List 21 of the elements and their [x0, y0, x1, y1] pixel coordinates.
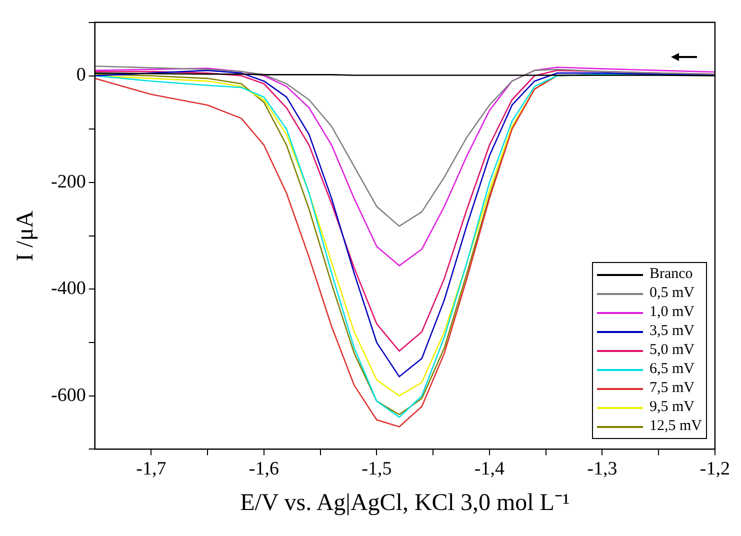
legend-label: 6,5 mV: [649, 361, 694, 378]
y-axis-title: I /μA: [12, 210, 40, 262]
x-axis-title: E/V vs. Ag|AgCl, KCl 3,0 mol L⁻¹: [239, 489, 571, 517]
legend-label: 0,5 mV: [649, 285, 694, 302]
x-tick-label: -1,7: [136, 458, 166, 480]
legend-label: 5,0 mV: [649, 342, 694, 360]
y-tick-label: -400: [51, 278, 86, 300]
x-tick-label: -1,6: [248, 458, 279, 480]
x-tick-label: -1,2: [700, 458, 730, 480]
legend-label: 9,5 mV: [649, 399, 694, 416]
y-tick-label: -200: [51, 171, 86, 192]
x-tick-label: -1,3: [587, 458, 618, 480]
x-tick-label: -1,5: [362, 458, 392, 480]
legend-label: 12,5 mV: [649, 418, 702, 436]
x-tick-label: -1,4: [474, 458, 505, 480]
legend-label: 1,0 mV: [649, 304, 694, 322]
legend-label: 7,5 mV: [649, 380, 694, 398]
legend-label: 3,5 mV: [649, 323, 694, 340]
y-tick-label: -600: [51, 384, 86, 406]
y-tick-label: 0: [76, 64, 86, 86]
legend-label: Branco: [649, 266, 693, 284]
